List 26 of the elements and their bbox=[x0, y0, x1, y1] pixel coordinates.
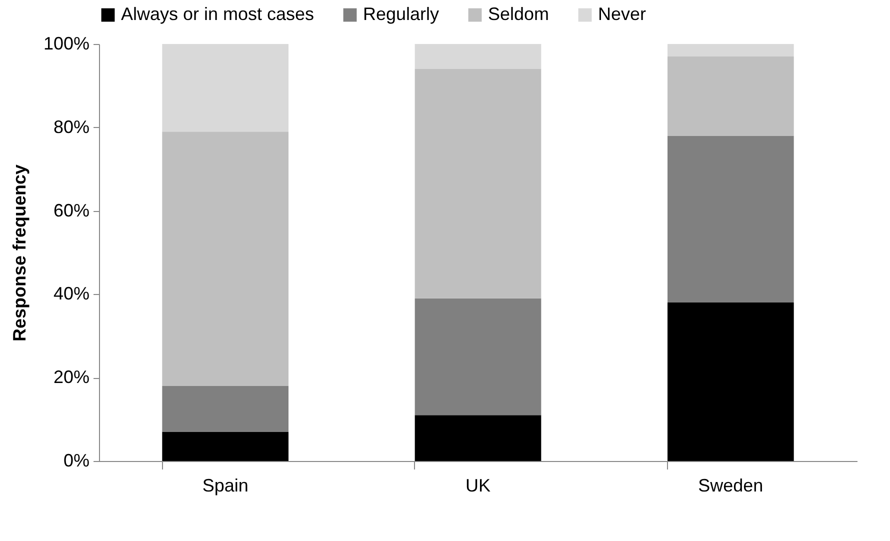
y-tick-label: 60% bbox=[53, 200, 90, 220]
bar bbox=[162, 132, 288, 386]
x-tick-label: Spain bbox=[202, 476, 248, 496]
bar bbox=[414, 44, 542, 70]
legend-label: Regularly bbox=[363, 4, 440, 24]
y-tick-label: 40% bbox=[53, 284, 90, 304]
bar bbox=[162, 386, 288, 432]
bar bbox=[668, 302, 794, 461]
y-tick-label: 80% bbox=[53, 116, 90, 137]
bar bbox=[162, 432, 288, 461]
y-tick-label: 100% bbox=[43, 34, 90, 54]
bar bbox=[162, 44, 288, 132]
bar bbox=[414, 415, 542, 461]
y-axis-title: Response frequency bbox=[9, 164, 30, 342]
legend-label: Seldom bbox=[488, 4, 550, 24]
x-tick-label: Sweden bbox=[698, 476, 764, 496]
y-tick-label: 20% bbox=[53, 367, 90, 388]
y-tick-label: 0% bbox=[63, 450, 90, 470]
bar bbox=[668, 136, 794, 303]
bar bbox=[668, 56, 794, 136]
x-tick-label: UK bbox=[465, 476, 491, 496]
legend-label: Always or in most cases bbox=[121, 4, 314, 24]
legend-label: Never bbox=[598, 4, 646, 24]
bar bbox=[414, 298, 542, 416]
bar bbox=[668, 44, 794, 57]
bar bbox=[414, 69, 542, 298]
